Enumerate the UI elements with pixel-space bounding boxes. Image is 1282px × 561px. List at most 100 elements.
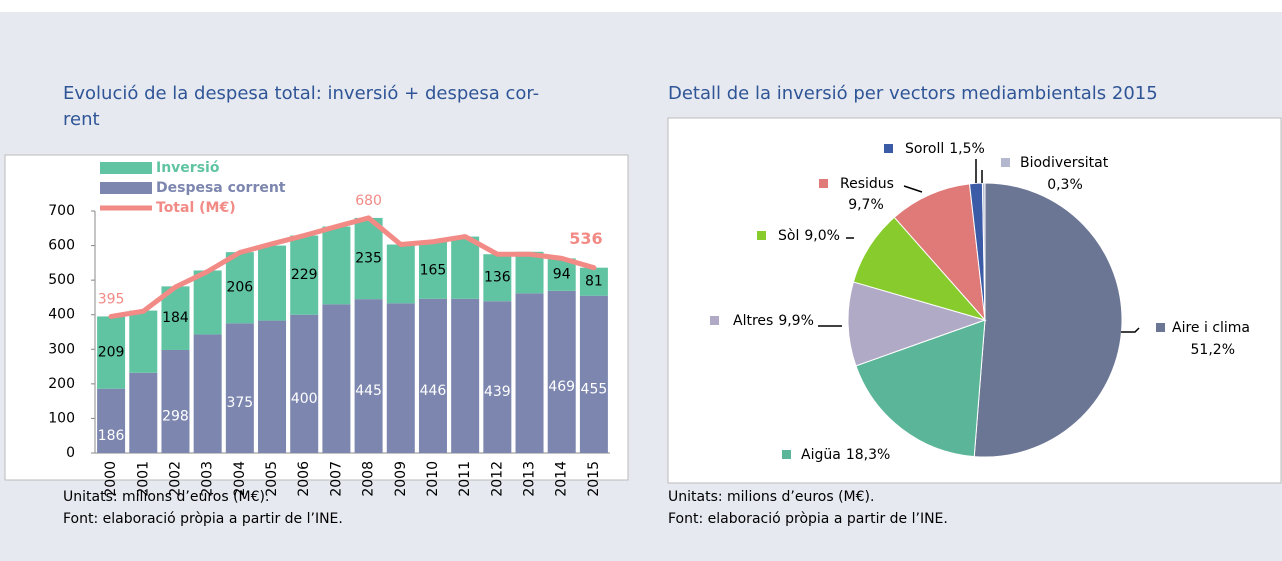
bar-segment — [193, 334, 222, 453]
legend-swatch — [884, 144, 893, 153]
bar-segment — [225, 323, 254, 453]
bar-segment — [515, 251, 544, 294]
chart-title: Detall de la inversió per vectors mediam… — [668, 83, 1158, 104]
bar-segment — [225, 252, 254, 324]
bar-segment — [579, 267, 608, 296]
slice-name: Sòl — [778, 228, 799, 244]
slice-label: 9,0% — [804, 228, 840, 244]
slice-label: 0,3% — [1047, 177, 1083, 193]
bar-segment — [547, 258, 576, 291]
x-tick-label: 2009 — [393, 461, 409, 497]
slice-label: 9,9% — [778, 313, 814, 329]
slice-label: 9,7% — [848, 197, 884, 213]
slice-name: Soroll — [905, 141, 944, 157]
leader-line — [1121, 327, 1140, 333]
note: Unitats: milions d’euros (M€). — [668, 489, 874, 505]
bar-segment — [97, 316, 126, 389]
pie-slice — [981, 182, 986, 321]
bar-segment — [258, 245, 287, 321]
slice-name: Residus — [840, 176, 894, 192]
bar-segment — [290, 314, 319, 453]
x-tick-label: 2015 — [586, 461, 602, 497]
data-label: 165 — [420, 262, 447, 278]
data-label: 136 — [484, 270, 511, 286]
data-label: 445 — [355, 383, 382, 399]
data-label: 235 — [355, 251, 382, 267]
data-label: 94 — [553, 267, 571, 283]
total-label: 395 — [98, 291, 125, 307]
y-tick-label: 300 — [48, 341, 75, 357]
total-label: 680 — [355, 193, 382, 209]
x-tick-label: 2008 — [361, 461, 377, 497]
pie-slice — [855, 319, 986, 458]
legend-swatch — [1001, 158, 1010, 167]
x-tick-label: 2006 — [296, 461, 312, 497]
pie-slice — [973, 182, 1123, 458]
slice-name: Aire i clima — [1172, 320, 1250, 336]
top-strip — [0, 0, 1282, 12]
total-label: 536 — [569, 229, 602, 248]
data-label: 184 — [162, 310, 189, 326]
bar-segment — [258, 320, 287, 453]
bar-segment — [129, 310, 158, 373]
bar-segment — [418, 241, 447, 299]
x-tick-label: 2001 — [135, 461, 151, 497]
bar-segment — [483, 301, 512, 453]
legend-swatch — [710, 316, 719, 325]
note: Font: elaboració pròpia a partir de l’IN… — [668, 511, 948, 527]
legend-swatch — [1156, 323, 1165, 332]
y-tick-label: 200 — [48, 376, 75, 392]
y-tick-label: 700 — [48, 203, 75, 219]
data-label: 455 — [581, 381, 608, 397]
bar-segment — [515, 293, 544, 453]
legend-swatch — [757, 231, 766, 240]
y-tick-label: 100 — [48, 410, 75, 426]
bar-segment — [290, 235, 319, 315]
y-tick-label: 400 — [48, 307, 75, 323]
bar-segment — [386, 244, 415, 304]
x-tick-label: 2011 — [457, 461, 473, 497]
bar-segment — [386, 303, 415, 453]
bar-segment — [354, 217, 383, 300]
data-label: 469 — [548, 379, 575, 395]
data-label: 298 — [162, 408, 189, 424]
data-label: 375 — [226, 395, 253, 411]
x-tick-label: 2004 — [232, 461, 248, 497]
slice-label: 51,2% — [1191, 342, 1235, 358]
bar-segment — [451, 236, 480, 299]
slice-name: Aigüa — [801, 447, 841, 463]
slice-label: 18,3% — [846, 447, 890, 463]
bar-segment — [547, 290, 576, 453]
y-tick-label: 600 — [48, 238, 75, 254]
bar-segment — [451, 298, 480, 453]
x-tick-label: 2005 — [264, 461, 280, 497]
bar-segment — [161, 349, 190, 453]
bar-segment — [129, 372, 158, 453]
legend-swatch — [100, 162, 152, 174]
slice-name: Altres — [733, 313, 773, 329]
data-label: 209 — [98, 345, 125, 361]
data-label: 439 — [484, 384, 511, 400]
x-tick-label: 2007 — [328, 461, 344, 497]
data-label: 186 — [98, 428, 125, 444]
legend-label: Despesa corrent — [156, 180, 286, 196]
x-tick-label: 2014 — [554, 461, 570, 497]
legend-label: Inversió — [156, 160, 220, 176]
bar-segment — [322, 226, 351, 305]
chart-title: rent — [63, 109, 100, 130]
bar-segment — [354, 299, 383, 453]
data-label: 229 — [291, 267, 318, 283]
legend-label: Total (M€) — [156, 200, 236, 216]
bar-segment — [322, 304, 351, 453]
data-label: 400 — [291, 391, 318, 407]
bar-segment — [193, 270, 222, 335]
legend-swatch — [100, 182, 152, 194]
slice-name: Biodiversitat — [1020, 155, 1109, 171]
leader-line — [903, 185, 923, 193]
note: Font: elaboració pròpia a partir de l’IN… — [63, 511, 343, 527]
x-tick-label: 2013 — [522, 461, 538, 497]
note: Unitats: milions d’euros (M€). — [63, 489, 269, 505]
x-tick-label: 2003 — [200, 461, 216, 497]
data-label: 206 — [226, 280, 253, 296]
